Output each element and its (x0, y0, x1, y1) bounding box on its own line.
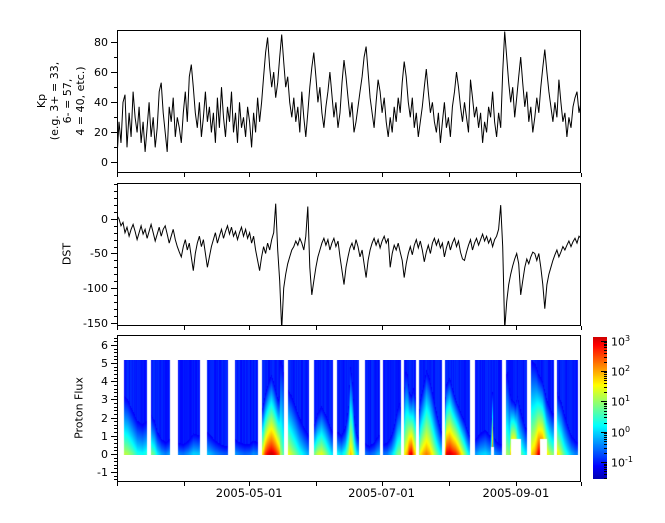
kp-axis-label-line: (e.g. 3+ = 33, (48, 61, 62, 141)
y-tick-label: 4 (101, 375, 108, 388)
kp-axis-label-line: 4 = 40, etc.) (73, 66, 87, 136)
kp-data-line (117, 31, 581, 158)
y-tick-label: 2 (101, 412, 108, 425)
axes-border (117, 335, 581, 482)
proton-flux-axis-label: Proton Flux (72, 377, 86, 439)
x-tick-label: 2005-09-01 (482, 486, 550, 500)
y-tick-label: -150 (83, 317, 108, 330)
colorbar-tick-label: 101 (611, 393, 631, 409)
y-tick-label: 6 (101, 339, 108, 352)
dst-panel: 0 -50 -100 -150 (83, 183, 582, 330)
kp-axis-label: Kp (e.g. 3+ = 33, 6- = 57, 4 = 40, etc.) (35, 61, 88, 141)
y-tick-label: 5 (101, 357, 108, 370)
colorbar-ticks (601, 341, 607, 479)
axes-border (117, 183, 581, 326)
kp-axis-label-line: Kp (35, 93, 49, 109)
y-tick-label: 3 (101, 393, 108, 406)
y-tick-label: 40 (94, 96, 108, 109)
proton-flux-panel: 6 5 4 3 2 1 0 -1 (97, 335, 582, 486)
colorbar-tick-label: 102 (611, 363, 631, 379)
axes-border (117, 30, 581, 173)
colorbar-tick-label: 100 (611, 424, 631, 440)
kp-plot: 80 60 40 20 0 (94, 30, 582, 177)
dst-plot: 0 -50 -100 -150 (83, 183, 582, 330)
y-tick-label: 0 (101, 213, 108, 226)
y-tick-label: 1 (101, 430, 108, 443)
y-tick-label: 0 (101, 156, 108, 169)
proton-flux-axes: 6 5 4 3 2 1 0 -1 (97, 335, 582, 486)
y-tick-label: -50 (90, 247, 108, 260)
y-tick-label: -1 (97, 466, 108, 479)
y-tick-label: -100 (83, 282, 108, 295)
y-tick-label: 80 (94, 36, 108, 49)
y-tick-label: 0 (101, 448, 108, 461)
x-tick-label: 2005-05-01 (215, 486, 283, 500)
dst-data-line (117, 203, 581, 326)
kp-panel: 80 60 40 20 0 (94, 30, 582, 177)
y-tick-label: 20 (94, 126, 108, 139)
proton-flux-heatmap (117, 360, 581, 456)
y-tick-label: 60 (94, 66, 108, 79)
colorbar-tick-label: 103 (611, 333, 631, 349)
colorbar-gradient (593, 337, 607, 479)
dst-axis-label: DST (60, 242, 74, 266)
colorbar-tick-label: 10-1 (611, 454, 633, 470)
colorbar (593, 337, 607, 479)
kp-axis-label-line: 6- = 57, (61, 78, 74, 124)
x-tick-label: 2005-07-01 (348, 486, 415, 500)
colorbar-labels: 103 102 101 100 10-1 (611, 333, 651, 479)
